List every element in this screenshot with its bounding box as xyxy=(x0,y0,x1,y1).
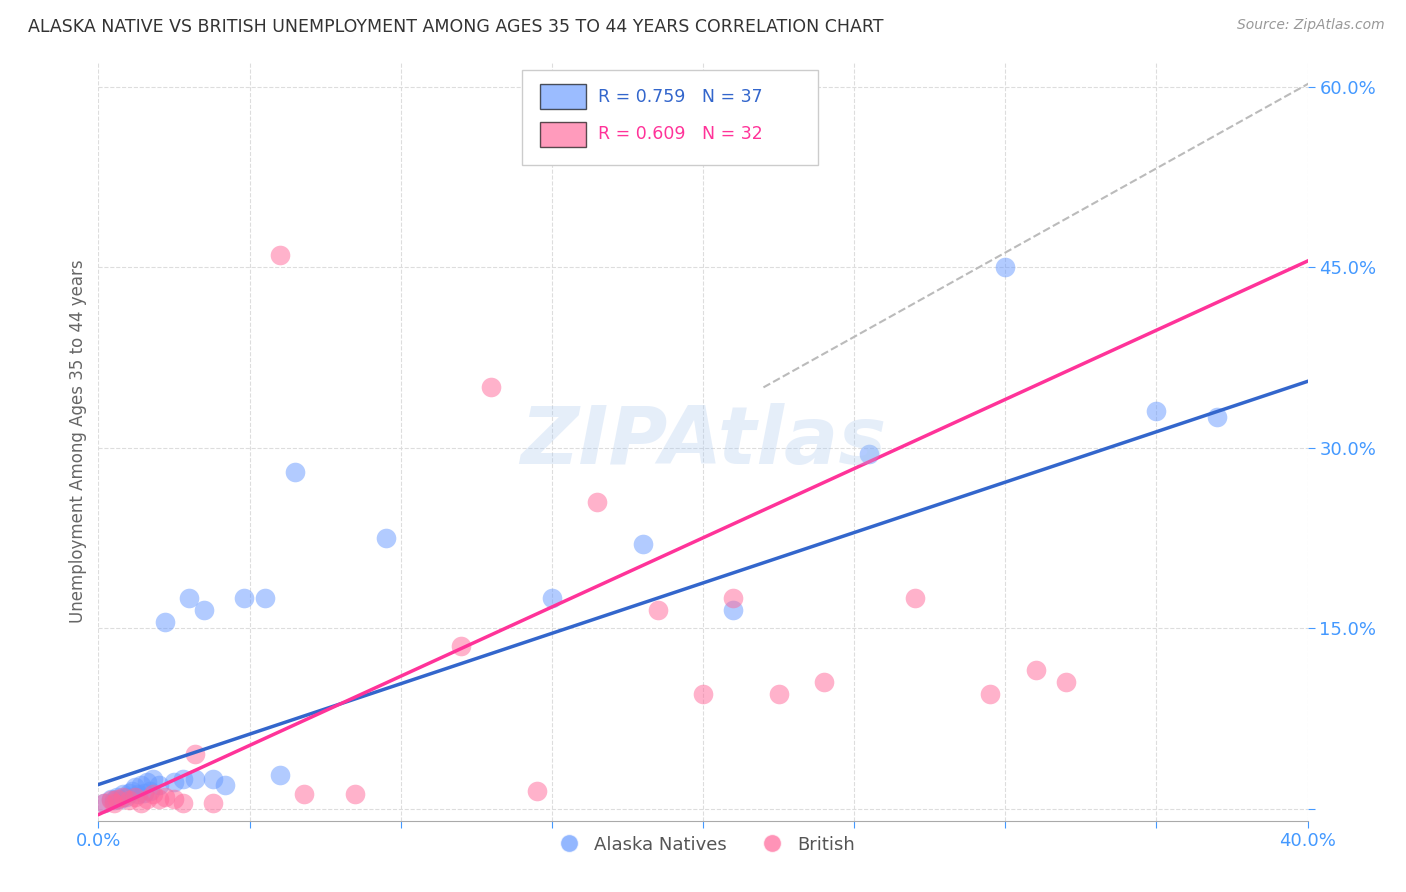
Point xyxy=(105,792,128,806)
Point xyxy=(184,772,207,786)
Point xyxy=(723,591,745,605)
Point xyxy=(148,778,170,792)
Y-axis label: Unemployment Among Ages 35 to 44 years: Unemployment Among Ages 35 to 44 years xyxy=(69,260,87,624)
Point xyxy=(135,792,157,806)
Point xyxy=(129,778,152,792)
Point xyxy=(526,783,548,797)
Point xyxy=(118,793,141,807)
Legend: Alaska Natives, British: Alaska Natives, British xyxy=(544,829,862,861)
Point xyxy=(153,615,176,629)
Point xyxy=(121,783,143,797)
Point xyxy=(723,603,745,617)
Point xyxy=(813,675,835,690)
Point xyxy=(153,789,176,804)
Point xyxy=(540,591,562,605)
Point xyxy=(179,591,201,605)
Point xyxy=(111,787,134,801)
Point xyxy=(344,787,367,801)
Point xyxy=(93,796,115,810)
Point xyxy=(127,787,149,801)
Point xyxy=(269,768,291,782)
Point xyxy=(979,687,1001,701)
Point xyxy=(103,796,125,810)
Point xyxy=(105,789,128,804)
Point xyxy=(1144,404,1167,418)
Point xyxy=(253,591,276,605)
Text: ZIPAtlas: ZIPAtlas xyxy=(520,402,886,481)
Point xyxy=(768,687,790,701)
Point xyxy=(202,772,225,786)
Point xyxy=(232,591,254,605)
Point xyxy=(450,639,472,653)
Point xyxy=(631,537,654,551)
Text: ALASKA NATIVE VS BRITISH UNEMPLOYMENT AMONG AGES 35 TO 44 YEARS CORRELATION CHAR: ALASKA NATIVE VS BRITISH UNEMPLOYMENT AM… xyxy=(28,18,883,36)
Point xyxy=(135,775,157,789)
Point xyxy=(172,796,194,810)
Point xyxy=(163,792,186,806)
Point xyxy=(202,796,225,810)
Point xyxy=(129,796,152,810)
Point xyxy=(292,787,315,801)
Point xyxy=(1054,675,1077,690)
Point xyxy=(118,786,141,800)
Point xyxy=(481,380,503,394)
Point xyxy=(139,783,162,797)
Text: R = 0.609   N = 32: R = 0.609 N = 32 xyxy=(598,126,762,144)
Point xyxy=(1024,663,1046,677)
Point xyxy=(111,789,134,804)
Point xyxy=(1206,410,1229,425)
Point xyxy=(374,531,396,545)
Point xyxy=(124,780,146,794)
Point xyxy=(184,747,207,762)
Point xyxy=(692,687,714,701)
Point xyxy=(284,465,307,479)
Text: Source: ZipAtlas.com: Source: ZipAtlas.com xyxy=(1237,18,1385,32)
FancyBboxPatch shape xyxy=(540,85,586,109)
Point xyxy=(172,772,194,786)
Point xyxy=(647,603,669,617)
Point xyxy=(108,792,131,806)
Text: R = 0.759   N = 37: R = 0.759 N = 37 xyxy=(598,87,762,105)
Point xyxy=(114,789,136,804)
Point xyxy=(586,494,609,508)
Point xyxy=(163,775,186,789)
Point xyxy=(193,603,215,617)
Point xyxy=(103,793,125,807)
Point xyxy=(148,792,170,806)
Point xyxy=(269,248,291,262)
Point xyxy=(100,793,122,807)
FancyBboxPatch shape xyxy=(522,70,818,165)
Point xyxy=(994,260,1017,274)
Point xyxy=(124,789,146,804)
Point xyxy=(214,778,236,792)
Point xyxy=(142,787,165,801)
Point xyxy=(142,772,165,786)
FancyBboxPatch shape xyxy=(540,122,586,146)
Point xyxy=(132,786,155,800)
Point xyxy=(93,796,115,810)
Point xyxy=(904,591,927,605)
Point xyxy=(858,446,880,460)
Point xyxy=(100,792,122,806)
